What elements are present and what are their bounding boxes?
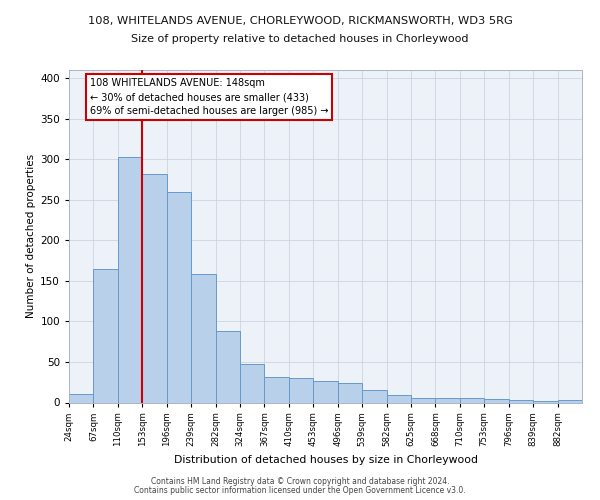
Y-axis label: Number of detached properties: Number of detached properties <box>26 154 36 318</box>
Bar <box>533 401 557 402</box>
Bar <box>289 378 313 402</box>
Bar <box>436 398 460 402</box>
Text: 108, WHITELANDS AVENUE, CHORLEYWOOD, RICKMANSWORTH, WD3 5RG: 108, WHITELANDS AVENUE, CHORLEYWOOD, RIC… <box>88 16 512 26</box>
Text: Contains public sector information licensed under the Open Government Licence v3: Contains public sector information licen… <box>134 486 466 495</box>
Bar <box>69 394 94 402</box>
Bar <box>240 364 265 403</box>
Bar <box>142 174 167 402</box>
Bar <box>362 390 386 402</box>
X-axis label: Distribution of detached houses by size in Chorleywood: Distribution of detached houses by size … <box>173 454 478 464</box>
Bar <box>484 400 509 402</box>
Text: 108 WHITELANDS AVENUE: 148sqm
← 30% of detached houses are smaller (433)
69% of : 108 WHITELANDS AVENUE: 148sqm ← 30% of d… <box>89 78 328 116</box>
Bar <box>509 400 533 402</box>
Bar <box>265 378 289 402</box>
Bar <box>460 398 484 402</box>
Bar <box>557 400 582 402</box>
Bar <box>167 192 191 402</box>
Bar <box>386 395 411 402</box>
Bar <box>411 398 436 402</box>
Bar <box>191 274 215 402</box>
Text: Size of property relative to detached houses in Chorleywood: Size of property relative to detached ho… <box>131 34 469 44</box>
Bar <box>313 380 338 402</box>
Bar <box>94 268 118 402</box>
Bar <box>118 157 142 402</box>
Bar <box>338 383 362 402</box>
Text: Contains HM Land Registry data © Crown copyright and database right 2024.: Contains HM Land Registry data © Crown c… <box>151 477 449 486</box>
Bar <box>215 331 240 402</box>
